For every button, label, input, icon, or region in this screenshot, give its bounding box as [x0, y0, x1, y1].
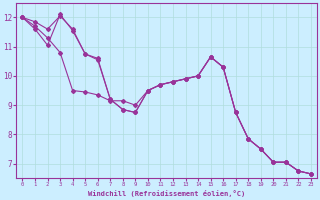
X-axis label: Windchill (Refroidissement éolien,°C): Windchill (Refroidissement éolien,°C) [88, 190, 245, 197]
